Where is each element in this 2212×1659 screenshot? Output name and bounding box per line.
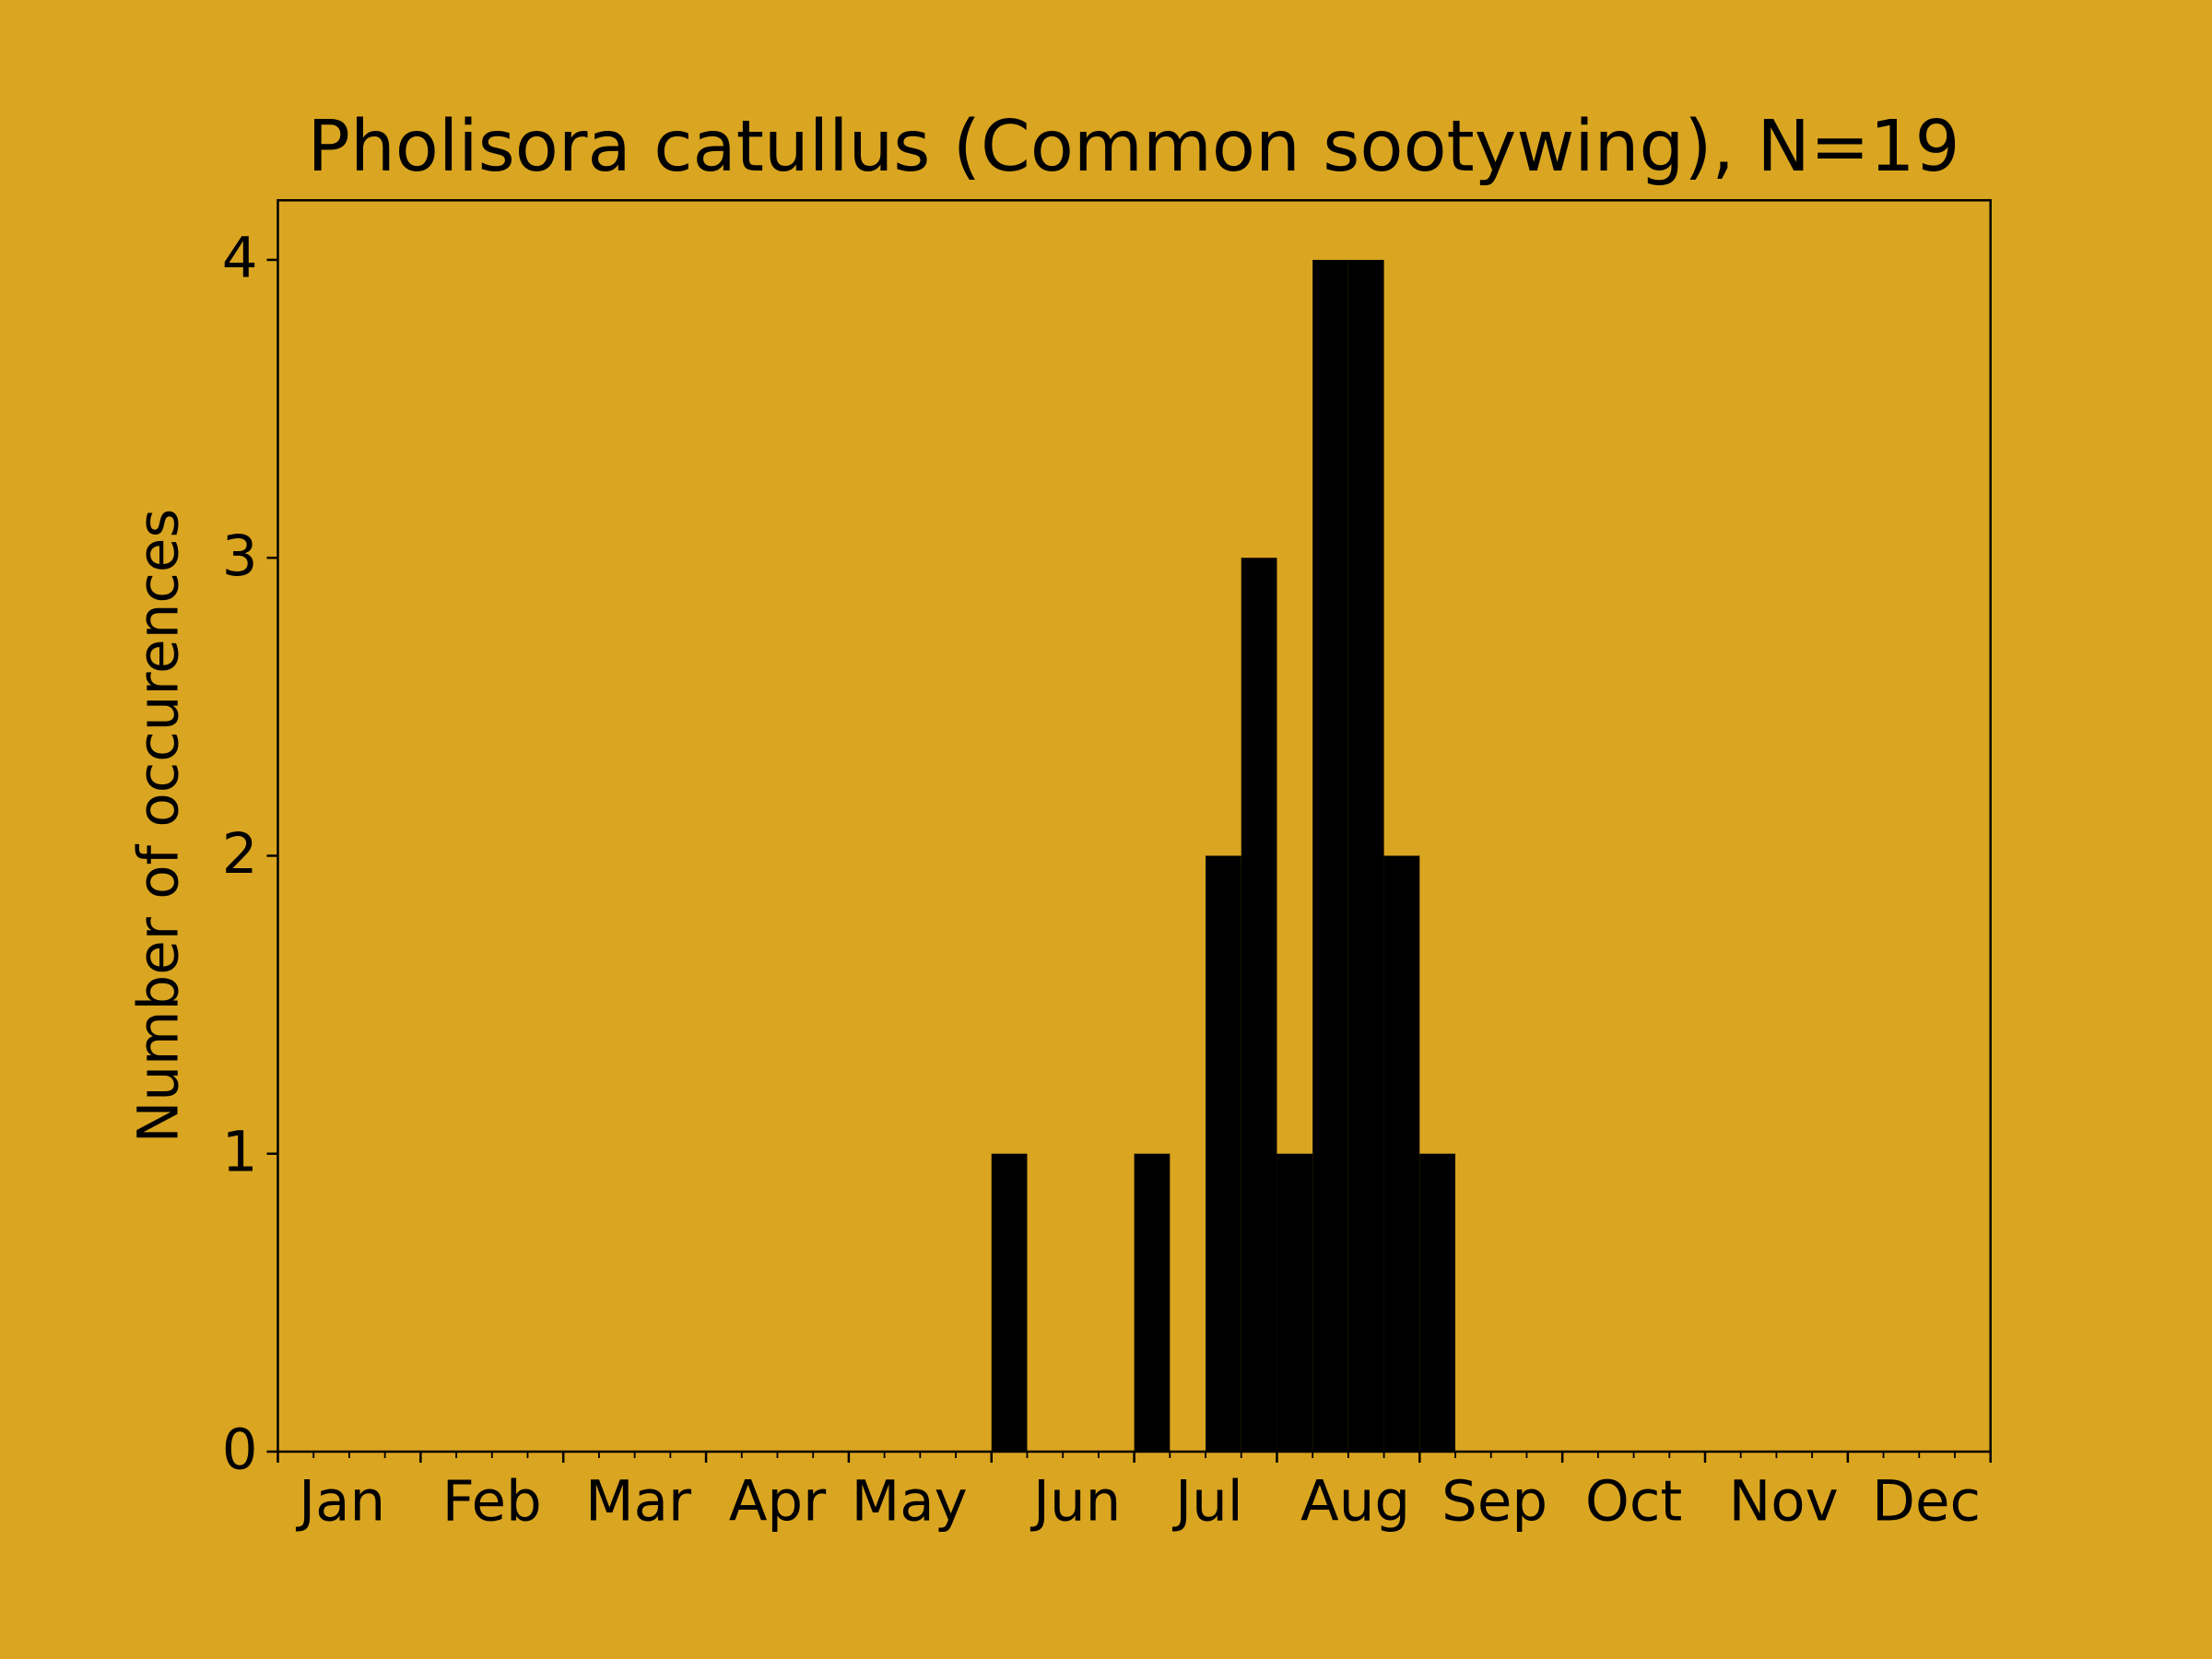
y-tick-label: 3 bbox=[222, 524, 258, 589]
y-tick-label: 0 bbox=[222, 1418, 258, 1483]
bar bbox=[1206, 855, 1241, 1452]
y-axis-label: Number of occurences bbox=[126, 509, 192, 1143]
chart-title: Pholisora catullus (Common sootywing), N… bbox=[308, 106, 1960, 188]
x-tick-label: Dec bbox=[1872, 1469, 1981, 1535]
y-tick-label: 1 bbox=[222, 1119, 258, 1184]
bar bbox=[1383, 855, 1420, 1452]
bar bbox=[1241, 558, 1277, 1452]
bar bbox=[1347, 259, 1384, 1452]
x-tick-label: Feb bbox=[442, 1469, 542, 1535]
bar bbox=[1419, 1153, 1456, 1452]
bar bbox=[1277, 1153, 1313, 1452]
x-tick-label: Mar bbox=[585, 1469, 692, 1535]
x-tick-label: Apr bbox=[729, 1469, 827, 1535]
y-tick-label: 2 bbox=[222, 821, 258, 887]
x-tick-label: Sep bbox=[1441, 1469, 1547, 1535]
x-tick-label: Jun bbox=[1030, 1469, 1121, 1535]
x-tick-label: Jul bbox=[1171, 1469, 1243, 1535]
x-tick-label: Jan bbox=[295, 1469, 385, 1535]
x-tick-label: Oct bbox=[1585, 1469, 1682, 1535]
y-tick-label: 4 bbox=[222, 226, 258, 291]
x-tick-label: Nov bbox=[1729, 1469, 1839, 1535]
x-tick-label: Aug bbox=[1300, 1469, 1410, 1535]
bar bbox=[1312, 259, 1348, 1452]
x-tick-label: May bbox=[852, 1469, 968, 1535]
bar bbox=[1134, 1153, 1171, 1452]
bar bbox=[991, 1153, 1028, 1452]
